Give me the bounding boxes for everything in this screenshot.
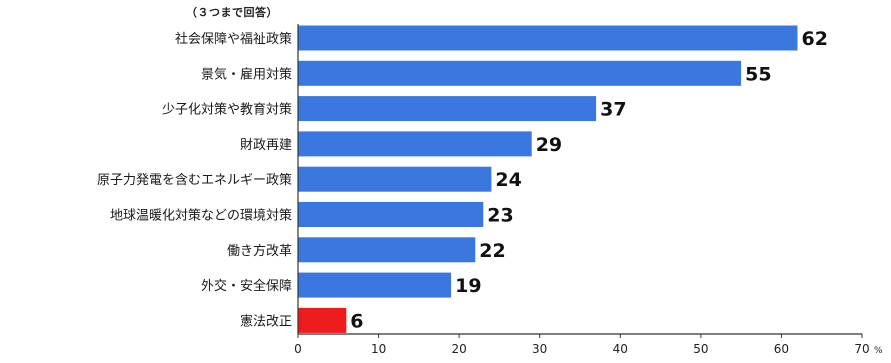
value-label-9: 6	[350, 310, 363, 332]
category-label-5: 原子力発電を含むエネルギー政策	[97, 172, 292, 188]
value-label-5: 24	[495, 169, 521, 191]
bar-1	[298, 25, 798, 51]
x-tick-label-10: 10	[371, 342, 386, 356]
category-label-7: 働き方改革	[227, 243, 292, 259]
value-label-3: 37	[600, 99, 626, 121]
category-label-2: 景気・雇用対策	[201, 66, 292, 82]
bar-3	[298, 96, 597, 122]
category-label-4: 財政再建	[240, 138, 292, 153]
x-tick-label-60: 60	[774, 342, 789, 356]
value-label-1: 62	[802, 28, 828, 50]
x-tick-label-50: 50	[693, 342, 708, 356]
x-tick-label-70: 70	[854, 342, 869, 356]
bar-7	[298, 237, 476, 263]
x-tick-label-0: 0	[294, 342, 302, 356]
value-label-8: 19	[455, 275, 481, 297]
x-tick-label-40: 40	[613, 342, 628, 356]
bar-8	[298, 272, 452, 298]
category-label-6: 地球温暖化対策などの環境対策	[110, 208, 292, 224]
value-label-7: 22	[479, 240, 505, 262]
value-label-4: 29	[536, 134, 562, 156]
bar-9	[298, 307, 347, 333]
category-label-8: 外交・安全保障	[201, 278, 292, 294]
category-label-3: 少子化対策や教育対策	[162, 102, 292, 118]
bar-2	[298, 60, 742, 86]
category-label-9: 憲法改正	[240, 313, 292, 329]
bar-5	[298, 166, 492, 192]
bar-4	[298, 131, 532, 157]
x-tick-label-30: 30	[532, 342, 547, 356]
x-tick-label-20: 20	[451, 342, 466, 356]
value-label-2: 55	[745, 63, 771, 85]
chart-note: （３つまで回答）	[186, 6, 278, 19]
value-label-6: 23	[487, 205, 513, 227]
category-label-1: 社会保障や福祉政策	[175, 31, 292, 47]
bar-6	[298, 202, 484, 227]
x-unit-label: %	[874, 346, 883, 356]
